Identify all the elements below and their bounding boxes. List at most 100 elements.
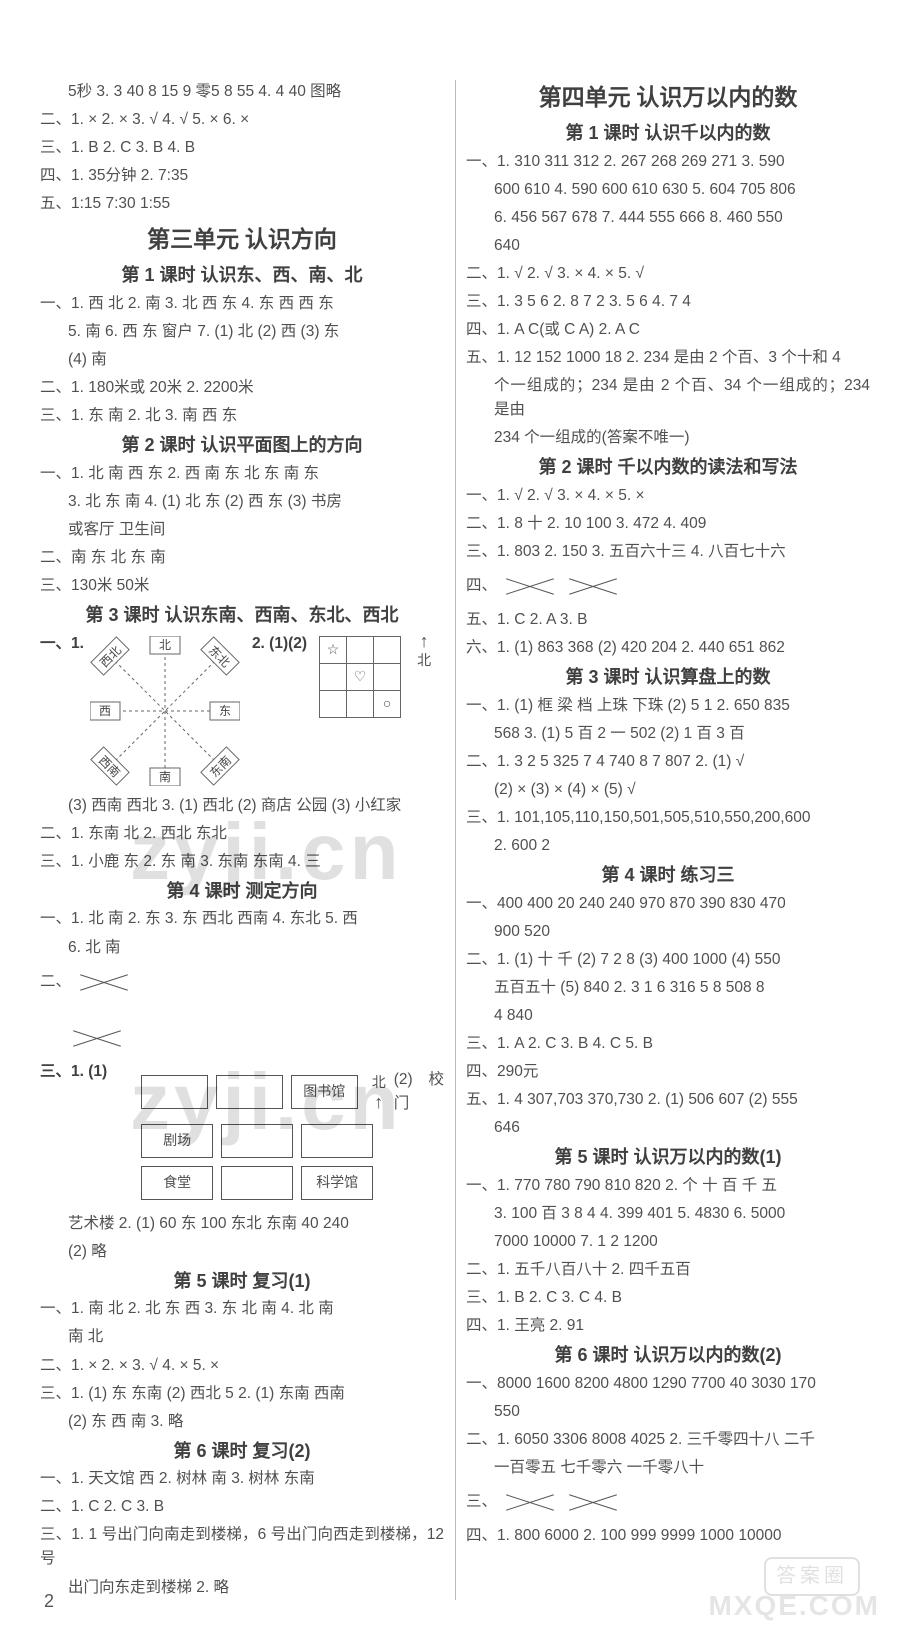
grid-diagram: ☆ ♡ ○ [319, 636, 401, 718]
answer-line: 3. 100 百 3 8 4 4. 399 401 5. 4830 6. 500… [466, 1202, 870, 1226]
answer-line: 2. 600 2 [466, 834, 870, 858]
u4-lesson6-title: 第 6 课时 认识万以内的数(2) [466, 1342, 870, 1370]
answer-line: 三、1. 803 2. 150 3. 五百六十三 4. 八百七十六 [466, 540, 870, 564]
answer-line: 四、1. 王亮 2. 91 [466, 1314, 870, 1338]
page-number: 2 [44, 1588, 54, 1616]
north-arrow: ↑ 北 [417, 632, 431, 672]
compass-diagram: 北 南 西 东 西北 东北 西南 东南 [90, 636, 240, 786]
u3-lesson2-title: 第 2 课时 认识平面图上的方向 [40, 432, 444, 460]
answer-line: 900 520 [466, 920, 870, 944]
answer-line: (2) × (3) × (4) × (5) √ [466, 778, 870, 802]
answer-line: 三、1. 东 南 2. 北 3. 南 西 东 [40, 404, 444, 428]
answer-line: 6. 北 南 [40, 936, 444, 960]
answer-line: 三、1. (1) 东 东南 (2) 西北 5 2. (1) 东南 西南 [40, 1382, 444, 1406]
answer-line: 6. 456 567 678 7. 444 555 666 8. 460 550 [466, 206, 870, 230]
u4-lesson4-title: 第 4 课时 练习三 [466, 862, 870, 890]
library-box: 图书馆 [291, 1075, 358, 1109]
answer-line: 二、1. 五千八百八十 2. 四千五百 [466, 1258, 870, 1282]
answer-line: 640 [466, 234, 870, 258]
answer-line: 646 [466, 1116, 870, 1140]
q-prefix: 一、1. [40, 632, 84, 656]
svg-text:南: 南 [159, 769, 171, 784]
carry-line: 三、1. B 2. C 3. B 4. B [40, 136, 444, 160]
north-arrow: 北↑ [372, 1072, 386, 1112]
answer-line: 一、1. 南 北 2. 北 东 西 3. 东 北 南 4. 北 南 [40, 1297, 444, 1321]
answer-line: 一、1. 天文馆 西 2. 树林 南 3. 树林 东南 [40, 1467, 444, 1491]
answer-line: 五、1. 4 307,703 370,730 2. (1) 506 607 (2… [466, 1088, 870, 1112]
cross-icon [568, 570, 618, 602]
answer-line: 一、1. 北 南 2. 东 3. 东 西北 西南 4. 东北 5. 西 [40, 907, 444, 931]
u4-lesson5-title: 第 5 课时 认识万以内的数(1) [466, 1144, 870, 1172]
answer-line: 三、1. 1 号出门向南走到楼梯，6 号出门向西走到楼梯，12 号 [40, 1523, 444, 1571]
answer-line: 二、1. √ 2. √ 3. × 4. × 5. √ [466, 262, 870, 286]
carry-line: 四、1. 35分钟 2. 7:35 [40, 164, 444, 188]
q-prefix: 三、1. (1) [40, 1060, 107, 1084]
q-mid: 2. (1)(2) [252, 632, 307, 656]
answer-line: 四、 [466, 568, 870, 604]
answer-line: 二、1. 东南 北 2. 西北 东北 [40, 822, 444, 846]
answer-line: 四、1. A C(或 C A) 2. A C [466, 318, 870, 342]
u3-lesson3-title: 第 3 课时 认识东南、西南、东北、西北 [40, 602, 444, 630]
cross-icon [79, 966, 129, 998]
answer-line: 二、1. 180米或 20米 2. 2200米 [40, 376, 444, 400]
answer-line: 五、1. C 2. A 3. B [466, 608, 870, 632]
answer-line: 三、 [466, 1484, 870, 1520]
answer-line: (2) 东 西 南 3. 略 [40, 1410, 444, 1434]
answer-line: 一、1. 西 北 2. 南 3. 北 西 东 4. 东 西 西 东 [40, 292, 444, 316]
answer-line: 三、1. A 2. C 3. B 4. C 5. B [466, 1032, 870, 1056]
u4-lesson1-title: 第 1 课时 认识千以内的数 [466, 120, 870, 148]
u3-lesson6-title: 第 6 课时 复习(2) [40, 1438, 444, 1466]
answer-line: 二、 [40, 964, 444, 1000]
carry-line: 5秒 3. 3 40 8 15 9 零5 8 55 4. 4 40 图略 [40, 80, 444, 104]
answer-line: 或客厅 卫生间 [40, 518, 444, 542]
svg-text:北: 北 [159, 638, 171, 652]
answer-line: 二、南 东 北 东 南 [40, 546, 444, 570]
answer-line: 一、1. 770 780 790 810 820 2. 个 十 百 千 五 [466, 1174, 870, 1198]
u3-lesson1-title: 第 1 课时 认识东、西、南、北 [40, 262, 444, 290]
answer-line: 568 3. (1) 5 百 2 一 502 (2) 1 百 3 百 [466, 722, 870, 746]
carry-line: 二、1. × 2. × 3. √ 4. √ 5. × 6. × [40, 108, 444, 132]
answer-line: 4 840 [466, 1004, 870, 1028]
answer-line: 南 北 [40, 1325, 444, 1349]
answer-line: 三、1. 3 5 6 2. 8 7 2 3. 5 6 4. 7 4 [466, 290, 870, 314]
answer-line: 出门向东走到楼梯 2. 略 [40, 1576, 444, 1600]
u3-lesson5-title: 第 5 课时 复习(1) [40, 1268, 444, 1296]
u3-lesson4-title: 第 4 课时 测定方向 [40, 878, 444, 906]
cross-icon [505, 1486, 555, 1518]
answer-line: 三、1. B 2. C 3. C 4. B [466, 1286, 870, 1310]
answer-line: 5. 南 6. 西 东 窗户 7. (1) 北 (2) 西 (3) 东 [40, 320, 444, 344]
answer-line: 三、1. 小鹿 东 2. 东 南 3. 东南 东南 4. 三 [40, 850, 444, 874]
answer-line: 一、8000 1600 8200 4800 1290 7700 40 3030 … [466, 1372, 870, 1396]
science-box: 科学馆 [301, 1166, 373, 1200]
cross-icon [505, 570, 555, 602]
answer-line: 二、1. C 2. C 3. B [40, 1495, 444, 1519]
answer-line: 三、1. 101,105,110,150,501,505,510,550,200… [466, 806, 870, 830]
answer-line: (2) 略 [40, 1240, 444, 1264]
cross-row [40, 1020, 444, 1056]
answer-line: 一百零五 七千零六 一千零八十 [466, 1456, 870, 1480]
two-column-body: 5秒 3. 3 40 8 15 9 零5 8 55 4. 4 40 图略 二、1… [40, 80, 870, 1600]
answer-line: 六、1. (1) 863 368 (2) 420 204 2. 440 651 … [466, 636, 870, 660]
answer-line: 个一组成的；234 是由 2 个百、34 个一组成的；234 是由 [466, 374, 870, 422]
answer-line: 四、1. 800 6000 2. 100 999 9999 1000 10000 [466, 1524, 870, 1548]
answer-line: 二、1. 3 2 5 325 7 4 740 8 7 807 2. (1) √ [466, 750, 870, 774]
answer-line: 7000 10000 7. 1 2 1200 [466, 1230, 870, 1254]
answer-line: 四、290元 [466, 1060, 870, 1084]
page: zyji.cn zyji.cn 答案圈 MXQE.COM 5秒 3. 3 40 … [0, 0, 900, 1640]
answer-line: 一、1. 北 南 西 东 2. 西 南 东 北 东 南 东 [40, 462, 444, 486]
compass-row: 一、1. 北 南 西 东 [40, 632, 444, 790]
carry-line: 五、1:15 7:30 1:55 [40, 192, 444, 216]
answer-line: (2) 校门 [394, 1068, 444, 1116]
answer-line: 一、1. √ 2. √ 3. × 4. × 5. × [466, 484, 870, 508]
answer-line: 三、130米 50米 [40, 574, 444, 598]
unit4-title: 第四单元 认识万以内的数 [466, 80, 870, 116]
svg-text:东: 东 [219, 704, 231, 718]
canteen-box: 食堂 [141, 1166, 213, 1200]
theater-box: 剧场 [141, 1124, 213, 1158]
answer-line: 234 个一组成的(答案不唯一) [466, 426, 870, 450]
answer-line: (3) 西南 西北 3. (1) 西北 (2) 商店 公园 (3) 小红家 [40, 794, 444, 818]
answer-line: 二、1. × 2. × 3. √ 4. × 5. × [40, 1354, 444, 1378]
answer-line: 艺术楼 2. (1) 60 东 100 东北 东南 40 240 [40, 1212, 444, 1236]
u4-lesson3-title: 第 3 课时 认识算盘上的数 [466, 664, 870, 692]
answer-line: (4) 南 [40, 348, 444, 372]
